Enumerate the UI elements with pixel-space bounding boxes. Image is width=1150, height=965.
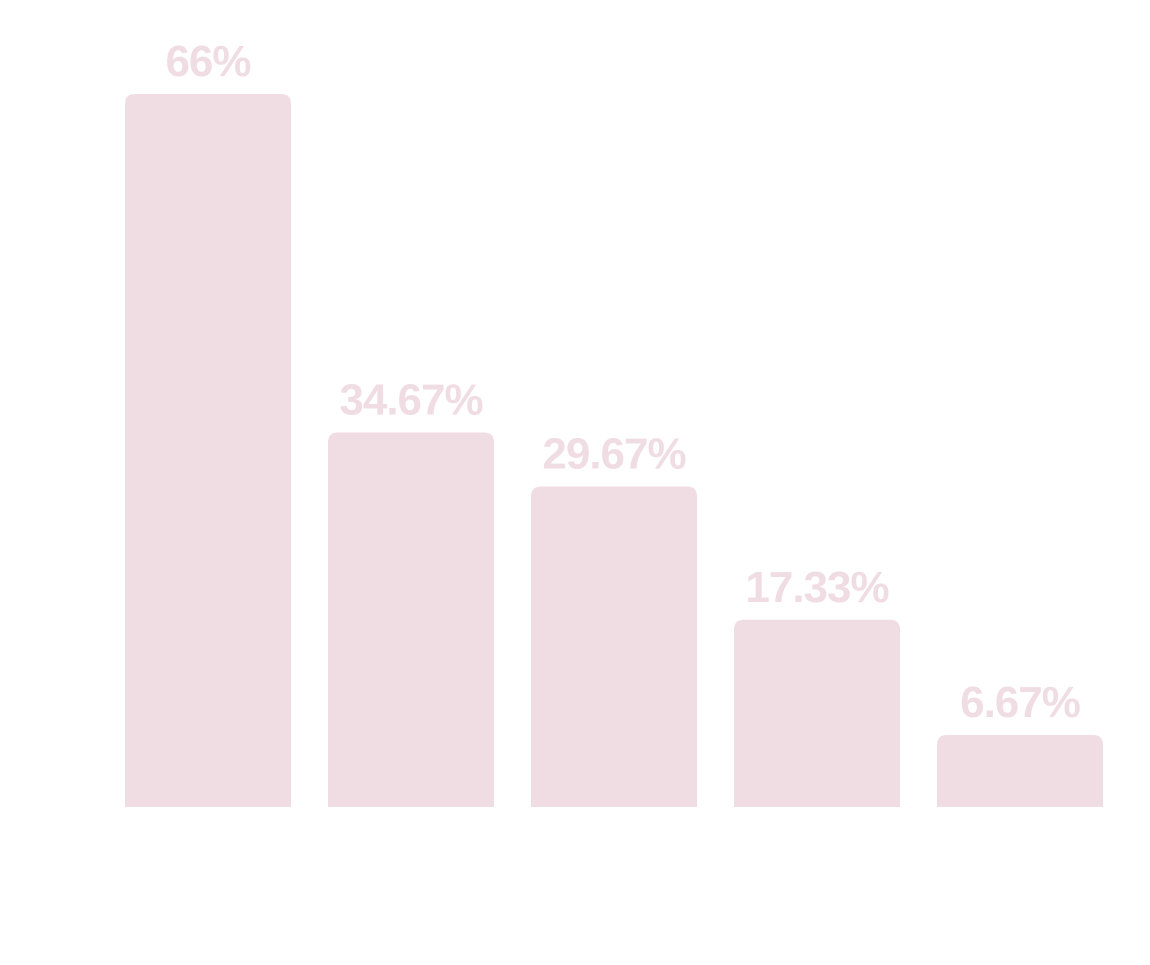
bar-3 bbox=[531, 486, 697, 807]
bar-5 bbox=[937, 734, 1103, 807]
bar-value-label-2: 34.67% bbox=[339, 375, 482, 424]
bar-1 bbox=[125, 94, 291, 807]
bar-4 bbox=[734, 619, 900, 807]
bar-value-label-3: 29.67% bbox=[542, 429, 685, 478]
bar-2 bbox=[328, 432, 494, 807]
bar-value-label-5: 6.67% bbox=[960, 678, 1080, 727]
bar-value-label-1: 66% bbox=[165, 37, 250, 86]
bar-value-label-4: 17.33% bbox=[745, 563, 888, 612]
